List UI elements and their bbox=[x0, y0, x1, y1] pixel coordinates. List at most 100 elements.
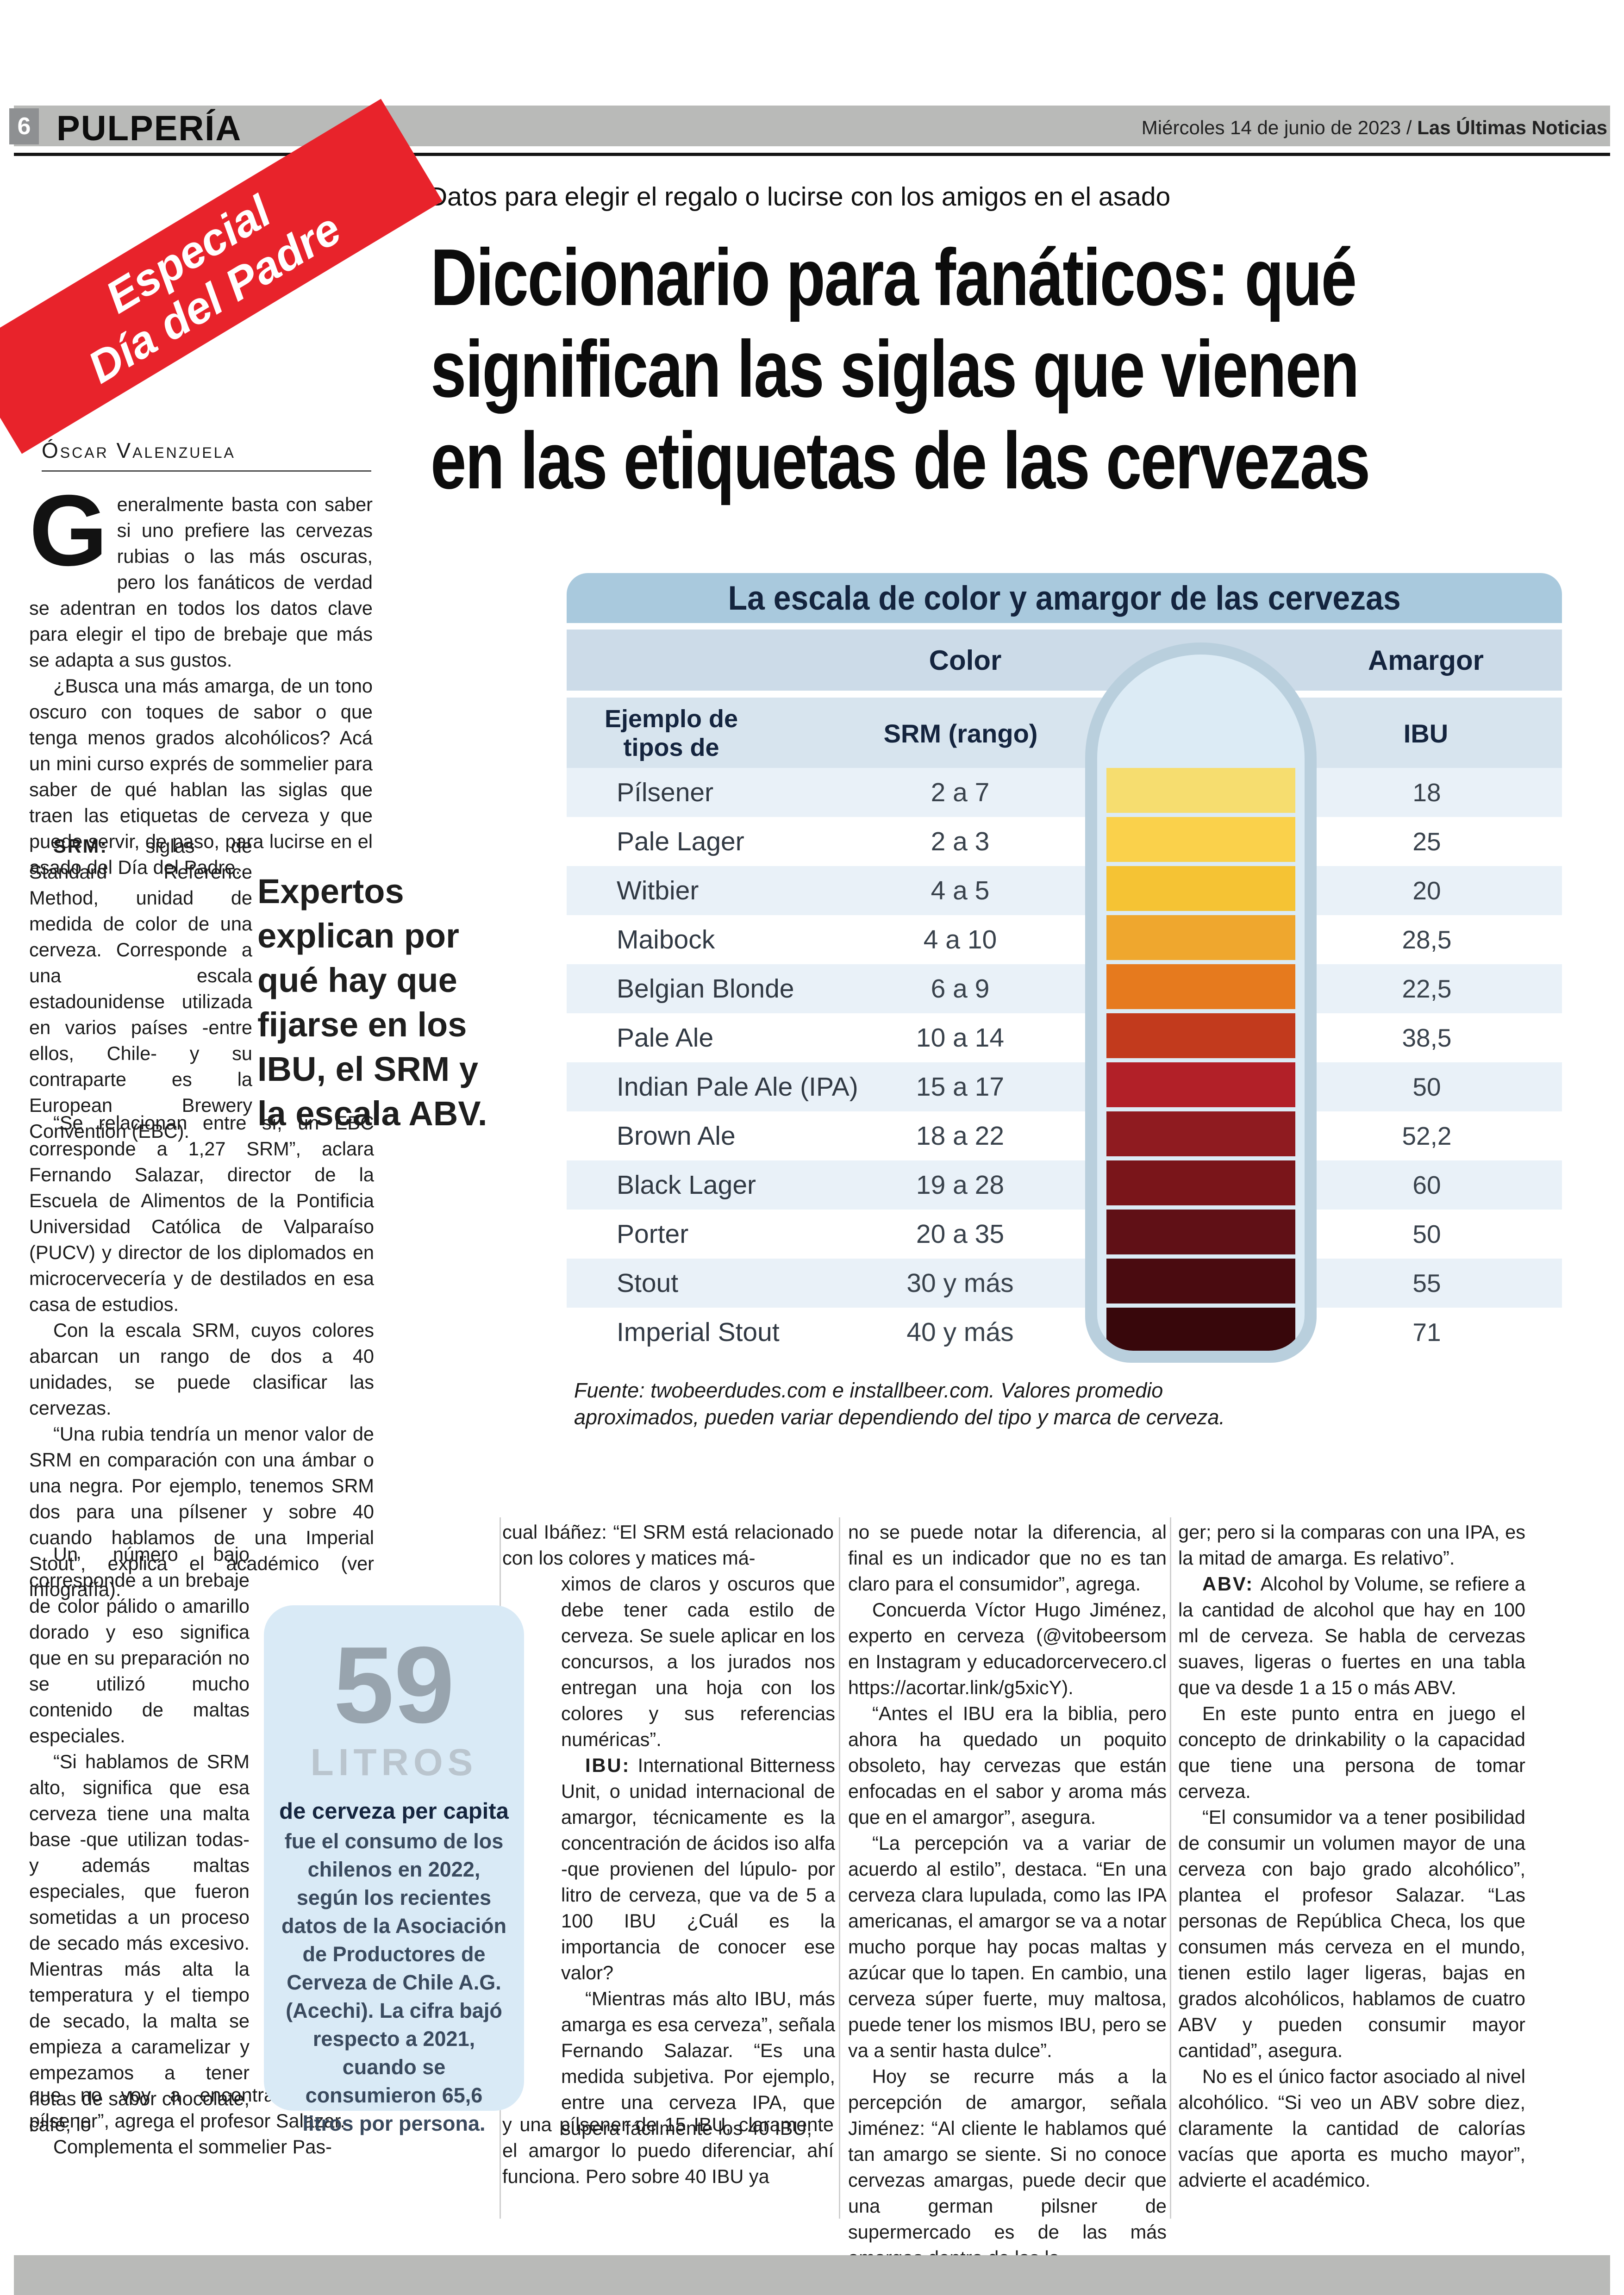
table-row: Brown Ale 18 a 22 52,2 bbox=[567, 1111, 1562, 1160]
article-paragraph: ger; pero si la comparas con una IPA, es… bbox=[1178, 1521, 1525, 1569]
article-paragraph: “La percepción va a variar de acuerdo al… bbox=[848, 1832, 1167, 2061]
special-edition-banner: Especial Día del Padre bbox=[0, 99, 443, 454]
ibu-value: 28,5 bbox=[1402, 925, 1452, 954]
srm-range: 2 a 3 bbox=[931, 827, 990, 856]
column-rule bbox=[1170, 1517, 1171, 2219]
table-row: Maibock 4 a 10 28,5 bbox=[567, 915, 1562, 964]
ibu-value: 18 bbox=[1412, 778, 1441, 807]
table-row: Indian Pale Ale (IPA) 15 a 17 50 bbox=[567, 1062, 1562, 1111]
column-4: ger; pero si la comparas con una IPA, es… bbox=[1178, 1519, 1525, 2193]
table-row: Imperial Stout 40 y más 71 bbox=[567, 1308, 1562, 1357]
ibu-value: 50 bbox=[1412, 1073, 1441, 1101]
ibu-value: 71 bbox=[1412, 1318, 1441, 1347]
article-paragraph: “Si hablamos de SRM alto, significa que … bbox=[29, 1751, 250, 2135]
srm-color-band bbox=[1106, 1062, 1295, 1107]
beer-name: Black Lager bbox=[617, 1170, 756, 1200]
srm-color-band bbox=[1106, 1111, 1295, 1156]
srm-color-band bbox=[1106, 817, 1295, 862]
page-number-badge: 6 bbox=[9, 108, 39, 144]
ibu-value: 25 bbox=[1412, 827, 1441, 856]
table-row: Belgian Blonde 6 a 9 22,5 bbox=[567, 964, 1562, 1013]
article-paragraph: “El consumidor va a tener posibilidad de… bbox=[1178, 1806, 1525, 2061]
article-paragraph: Concuerda Víctor Hugo Jiménez, experto e… bbox=[848, 1599, 1167, 1698]
footer-bar bbox=[14, 2255, 1610, 2295]
newspaper-name: Las Últimas Noticias bbox=[1417, 117, 1607, 138]
ibu-value: 52,2 bbox=[1402, 1122, 1452, 1150]
beer-glass-graphic bbox=[1085, 642, 1317, 1363]
column-rule bbox=[839, 1517, 840, 2219]
infographic-title: La escala de color y amargor de las cerv… bbox=[728, 579, 1401, 617]
article-paragraph: SRM: siglas de Standard Reference Method… bbox=[29, 833, 252, 1144]
article-paragraph: cual Ibáñez: “El SRM está relacionado co… bbox=[502, 1521, 834, 1569]
beer-name: Pale Lager bbox=[617, 827, 744, 856]
section-title: PULPERÍA bbox=[56, 109, 242, 148]
column-header-srm: SRM (rango) bbox=[883, 719, 1038, 748]
column-header-amargor: Amargor bbox=[1368, 645, 1484, 676]
beer-name: Imperial Stout bbox=[617, 1317, 780, 1347]
date-text: Miércoles 14 de junio de 2023 / bbox=[1141, 117, 1418, 138]
ibu-value: 20 bbox=[1412, 876, 1441, 905]
headline-line-3: en las etiquetas de las cervezas bbox=[431, 415, 1370, 505]
headline-line-2: significan las siglas que vienen bbox=[431, 324, 1360, 414]
table-row: Pale Lager 2 a 3 25 bbox=[567, 817, 1562, 866]
article-paragraph: IBU: International Bitterness Unit, o un… bbox=[561, 1752, 835, 1986]
srm-range: 15 a 17 bbox=[916, 1072, 1005, 1102]
article-paragraph: ABV: Alcohol by Volume, se refiere a la … bbox=[1178, 1571, 1525, 1701]
infographic-source: Fuente: twobeerdudes.com e installbeer.c… bbox=[574, 1378, 1225, 1429]
srm-range: 30 y más bbox=[906, 1268, 1014, 1298]
section-header-bar bbox=[14, 106, 1610, 146]
headline-line-1: Diccionario para fanáticos: qué bbox=[431, 232, 1357, 322]
srm-range: 40 y más bbox=[906, 1317, 1014, 1347]
column-2-bottom: y una pílsener de 15 IBU, claramente el … bbox=[502, 2112, 834, 2189]
ibu-value: 50 bbox=[1412, 1220, 1441, 1248]
srm-range: 6 a 9 bbox=[931, 974, 990, 1004]
srm-range: 19 a 28 bbox=[916, 1170, 1005, 1200]
beer-name: Witbier bbox=[617, 876, 699, 905]
column-header-color: Color bbox=[929, 645, 1002, 676]
paragraph-text: siglas de Standard Reference Method, uni… bbox=[29, 835, 252, 1142]
article-paragraph: no se puede notar la diferencia, al fina… bbox=[848, 1521, 1167, 1595]
srm-color-band bbox=[1106, 1308, 1295, 1351]
srm-color-band bbox=[1106, 768, 1295, 813]
srm-color-band bbox=[1106, 1013, 1295, 1058]
table-row: Pílsener 2 a 7 18 bbox=[567, 768, 1562, 817]
srm-range: 2 a 7 bbox=[931, 778, 990, 807]
article-paragraph: No es el único factor asociado al nivel … bbox=[1178, 2065, 1525, 2191]
infographic-group-header-band bbox=[567, 630, 1562, 691]
paragraph-text: International Bitterness Unit, o unidad … bbox=[561, 1754, 835, 1983]
ibu-value: 22,5 bbox=[1402, 974, 1452, 1003]
srm-range: 10 a 14 bbox=[916, 1023, 1005, 1053]
infographic-title-bar: La escala de color y amargor de las cerv… bbox=[567, 573, 1562, 623]
beer-name: Belgian Blonde bbox=[617, 974, 794, 1004]
table-row: Pale Ale 10 a 14 38,5 bbox=[567, 1013, 1562, 1062]
article-paragraph: y una pílsener de 15 IBU, claramente el … bbox=[502, 2114, 834, 2187]
drop-cap: G bbox=[29, 474, 108, 587]
article-paragraph: ¿Busca una más amarga, de un tono oscuro… bbox=[29, 675, 373, 878]
ibu-value: 38,5 bbox=[1402, 1023, 1452, 1052]
table-row: Witbier 4 a 5 20 bbox=[567, 866, 1562, 915]
ibu-value: 55 bbox=[1412, 1269, 1441, 1297]
srm-lead: SRM: bbox=[53, 835, 146, 857]
article-paragraph: “Antes el IBU era la biblia, pero ahora … bbox=[848, 1703, 1167, 1828]
article-paragraph: “Una rubia tendría un menor valor de SRM… bbox=[29, 1423, 374, 1600]
article-paragraph: “Se relacionan entre sí, un EBC correspo… bbox=[29, 1112, 374, 1315]
srm-color-band bbox=[1106, 1160, 1295, 1205]
srm-range: 18 a 22 bbox=[916, 1121, 1005, 1151]
table-row: Black Lager 19 a 28 60 bbox=[567, 1160, 1562, 1210]
stat-unit: LITROS bbox=[310, 1741, 478, 1784]
stat-number: 59 bbox=[333, 1624, 455, 1746]
beer-name: Brown Ale bbox=[617, 1121, 736, 1151]
beer-name: Porter bbox=[617, 1219, 689, 1249]
infographic-table: Pílsener 2 a 7 18 Pale Lager 2 a 3 25 Wi… bbox=[567, 768, 1562, 1357]
paragraph-text: eneralmente basta con saber si uno prefi… bbox=[29, 493, 373, 671]
article-middle-block: “Se relacionan entre sí, un EBC correspo… bbox=[29, 1110, 374, 1603]
infographic-column-header-band bbox=[567, 698, 1562, 768]
article-paragraph: En este punto entra en juego el concepto… bbox=[1178, 1703, 1525, 1802]
kicker: Datos para elegir el regalo o lucirse co… bbox=[428, 182, 1171, 212]
beer-name: Stout bbox=[617, 1268, 679, 1298]
article-paragraph: ximos de claros y oscuros que debe tener… bbox=[561, 1573, 835, 1750]
article-srm-block: SRM: siglas de Standard Reference Method… bbox=[29, 833, 252, 1144]
paragraph-text: Alcohol by Volume, se refiere a la canti… bbox=[1178, 1573, 1525, 1698]
